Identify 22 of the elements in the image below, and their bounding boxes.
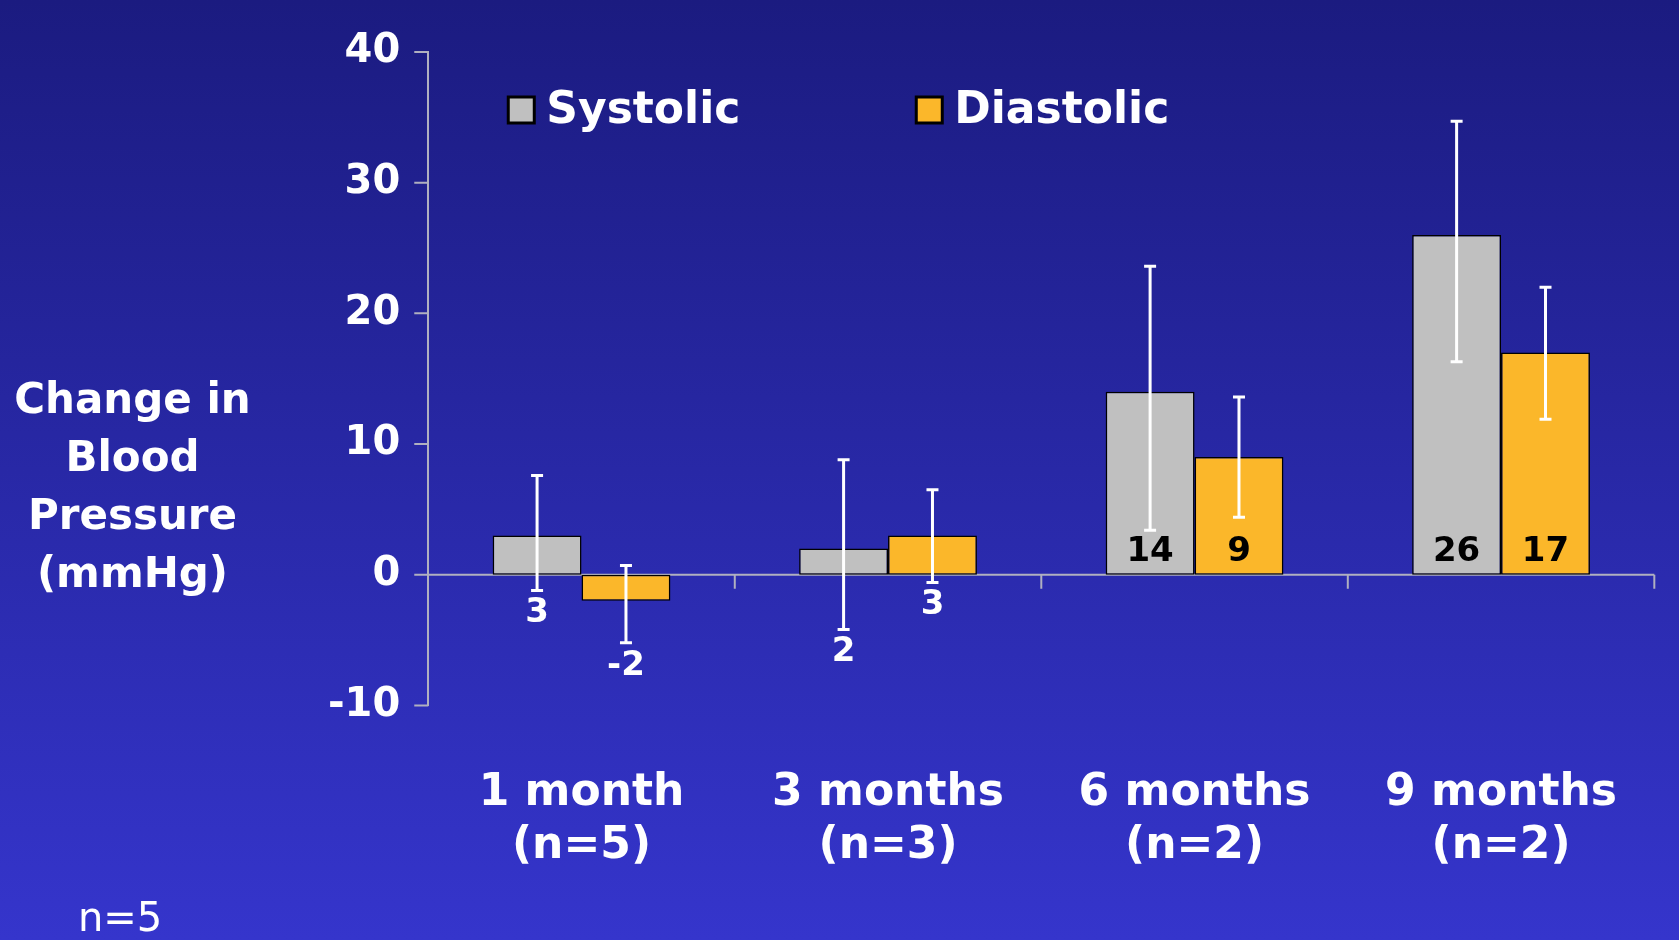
data-label: 17	[1521, 528, 1570, 569]
data-label: 14	[1126, 528, 1174, 569]
y-tick-label: 30	[344, 156, 401, 203]
data-label: 26	[1432, 528, 1481, 569]
data-label: 2	[831, 629, 856, 670]
y-axis-title: Change in Blood Pressure (mmHg)	[13, 373, 252, 599]
y-tick-label: 10	[344, 417, 401, 464]
y-tick-label: -10	[328, 678, 401, 725]
text: n=5	[78, 894, 163, 940]
data-label: 3	[920, 582, 945, 623]
data-label: 3	[525, 590, 549, 631]
x-tick-label: 9 months (n=2)	[1385, 764, 1617, 869]
data-label: -2	[607, 642, 645, 683]
y-tick-label: 20	[344, 286, 401, 333]
y-tick-label: 0	[372, 548, 401, 595]
x-tick-label: 1 month (n=5)	[478, 764, 685, 869]
y-tick-label: 40	[344, 25, 401, 72]
legend-label: Diastolic	[954, 82, 1170, 134]
data-label: 9	[1227, 528, 1251, 569]
x-tick-label: 3 months (n=3)	[772, 764, 1004, 869]
legend-label: Systolic	[546, 82, 741, 134]
x-tick-label: 6 months (n=2)	[1078, 764, 1311, 869]
